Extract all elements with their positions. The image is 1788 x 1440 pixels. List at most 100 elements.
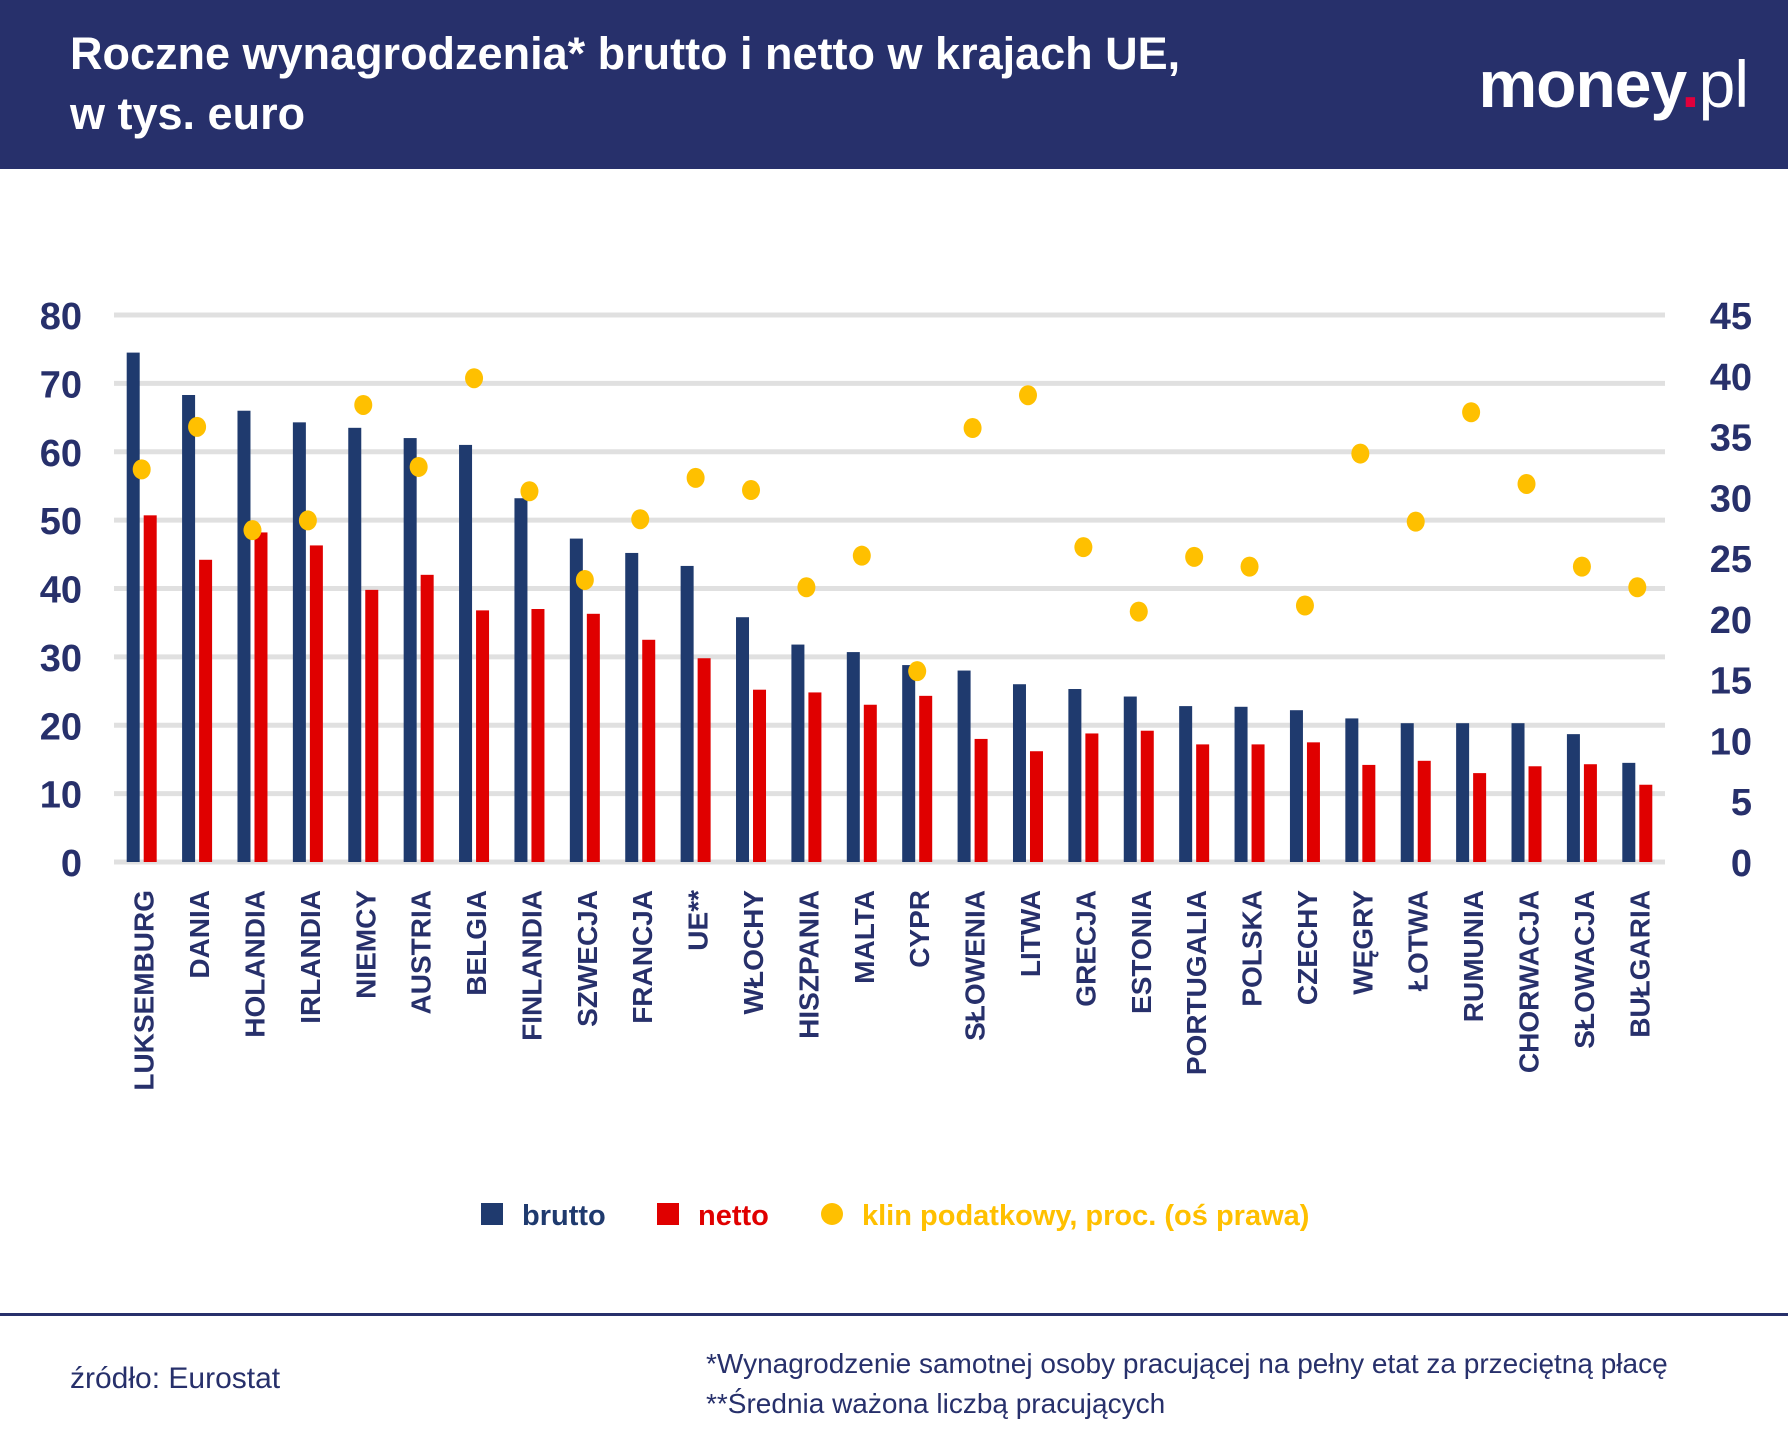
bar-brutto xyxy=(237,410,251,862)
bar-brutto xyxy=(1400,723,1414,862)
bar-brutto xyxy=(957,670,971,862)
bar-brutto xyxy=(625,552,639,862)
x-tick-label: AUSTRIA xyxy=(406,890,437,1014)
y2-tick-label: 15 xyxy=(1710,661,1752,703)
y-tick-label: 20 xyxy=(40,706,82,748)
point-klin xyxy=(797,577,816,598)
x-tick-label: WŁOCHY xyxy=(738,890,769,1015)
chart: 0 10 20 30 40 50 60 70 80 0 5 10 15 20 25 30 35 40 45 LUKSE… xyxy=(40,296,1752,1232)
bar-brutto xyxy=(1622,762,1636,862)
legend-label-klin: klin podatkowy, proc. (oś prawa) xyxy=(862,1200,1309,1232)
x-tick-label: BUŁGARIA xyxy=(1624,890,1655,1038)
bar-brutto xyxy=(1289,710,1303,862)
bar-netto xyxy=(1085,733,1099,862)
x-tick-label: UE** xyxy=(683,890,714,951)
x-tick-label: FINLANDIA xyxy=(516,890,547,1041)
bar-brutto xyxy=(1566,734,1580,862)
point-klin xyxy=(1517,473,1536,494)
bar-brutto xyxy=(902,665,916,862)
bar-netto xyxy=(808,692,822,862)
x-tick-label: CZECHY xyxy=(1292,890,1323,1005)
point-klin xyxy=(132,459,151,480)
x-tick-label: CYPR xyxy=(904,890,935,968)
x-tick-label: CHORWACJA xyxy=(1514,890,1545,1073)
point-klin xyxy=(1295,595,1314,616)
point-klin xyxy=(409,456,428,477)
y2-tick-label: 40 xyxy=(1710,357,1752,399)
bar-netto xyxy=(143,515,157,862)
x-tick-label: WĘGRY xyxy=(1347,890,1378,995)
x-tick-label: FRANCJA xyxy=(627,890,658,1024)
y-tick-label: 60 xyxy=(40,433,82,475)
bar-netto xyxy=(1029,751,1043,862)
footnote-2: **Średnia ważona liczbą pracujących xyxy=(706,1388,1166,1419)
bar-netto xyxy=(1251,744,1265,862)
y2-tick-label: 0 xyxy=(1731,843,1752,885)
bar-netto xyxy=(642,639,656,862)
point-klin xyxy=(575,569,594,590)
bar-brutto xyxy=(791,644,805,862)
point-klin xyxy=(1074,537,1093,558)
point-klin xyxy=(1129,601,1148,622)
bar-netto xyxy=(254,532,268,862)
footnotes: *Wynagrodzenie samotnej osoby pracującej… xyxy=(706,1344,1668,1424)
bar-netto xyxy=(1639,784,1653,862)
x-tick-label: IRLANDIA xyxy=(295,890,326,1024)
x-tick-label: MALTA xyxy=(849,890,880,984)
bar-netto xyxy=(863,704,877,862)
bar-netto xyxy=(476,610,490,862)
x-tick-label: GRECJA xyxy=(1070,890,1101,1007)
x-tick-label: SZWECJA xyxy=(572,890,603,1027)
title-line-1: Roczne wynagrodzenia* brutto i netto w k… xyxy=(70,28,1181,79)
y2-tick-label: 25 xyxy=(1710,539,1752,581)
bar-brutto xyxy=(514,498,528,862)
bar-brutto xyxy=(292,422,306,862)
point-klin xyxy=(908,661,927,682)
point-klin xyxy=(1572,556,1591,577)
y2-tick-label: 45 xyxy=(1710,296,1752,338)
x-tick-label: HISZPANIA xyxy=(793,890,824,1039)
point-klin xyxy=(1185,546,1204,567)
point-klin xyxy=(243,520,262,541)
y-tick-label: 10 xyxy=(40,775,82,817)
y2-tick-label: 30 xyxy=(1710,478,1752,520)
bar-netto xyxy=(309,545,323,862)
bar-netto xyxy=(531,609,545,862)
point-klin xyxy=(686,467,705,488)
bar-netto xyxy=(919,695,933,862)
x-tick-label: ESTONIA xyxy=(1126,890,1157,1014)
legend-swatch-brutto xyxy=(481,1203,503,1225)
y-tick-label: 40 xyxy=(40,570,82,612)
x-tick-label: LITWA xyxy=(1015,890,1046,977)
y-tick-label: 30 xyxy=(40,638,82,680)
header: Roczne wynagrodzenia* brutto i netto w k… xyxy=(0,0,1788,169)
footnote-1: *Wynagrodzenie samotnej osoby pracującej… xyxy=(706,1348,1668,1379)
bar-brutto xyxy=(459,444,473,862)
point-klin xyxy=(1628,577,1647,598)
bar-netto xyxy=(1362,764,1376,862)
y2-tick-label: 20 xyxy=(1710,600,1752,642)
bar-netto xyxy=(1140,730,1154,862)
legend-label-brutto: brutto xyxy=(522,1200,606,1232)
bar-brutto xyxy=(736,617,750,862)
legend-label-netto: netto xyxy=(698,1200,769,1232)
bar-netto xyxy=(1417,760,1431,862)
bar-brutto xyxy=(569,538,583,862)
x-tick-label: ŁOTWA xyxy=(1403,890,1434,991)
point-klin xyxy=(1351,443,1370,464)
point-klin xyxy=(1462,402,1481,423)
bar-brutto xyxy=(1511,723,1525,862)
point-klin xyxy=(465,368,484,389)
bar-netto xyxy=(1583,764,1597,862)
bar-netto xyxy=(1196,744,1210,862)
x-tick-label: DANIA xyxy=(184,890,215,979)
x-tick-label: PORTUGALIA xyxy=(1181,890,1212,1075)
money-pl-logo: money.pl xyxy=(1478,47,1749,121)
y2-tick-label: 5 xyxy=(1731,782,1752,824)
bar-brutto xyxy=(1456,723,1470,862)
bar-netto xyxy=(586,613,600,862)
bar-netto xyxy=(199,559,213,862)
x-tick-label: NIEMCY xyxy=(350,890,381,999)
footer-divider xyxy=(0,1313,1788,1316)
point-klin xyxy=(963,418,982,439)
